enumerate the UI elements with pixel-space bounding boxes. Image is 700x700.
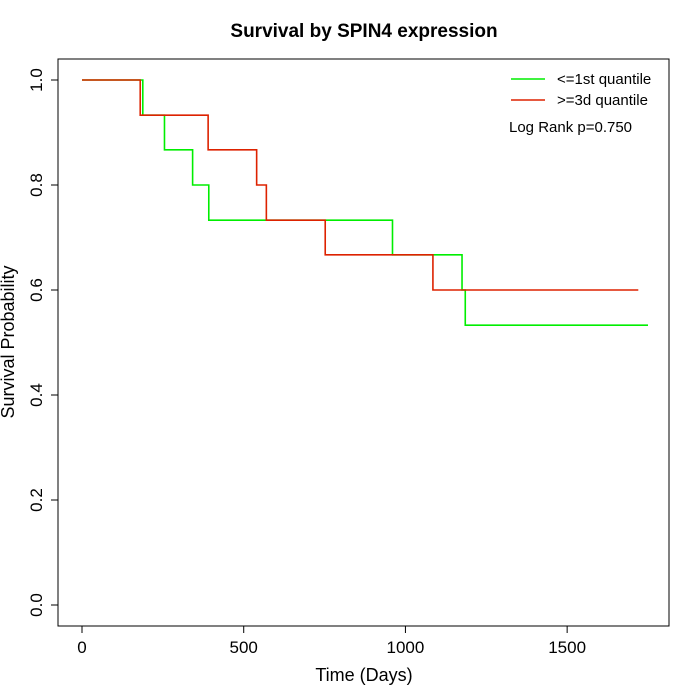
survival-curve-2	[82, 79, 639, 291]
y-tick-label: 0.2	[27, 488, 46, 512]
log-rank-annotation: Log Rank p=0.750	[509, 119, 632, 136]
y-tick-label: 0.6	[27, 278, 46, 302]
legend-label: >=3d quantile	[557, 92, 648, 109]
y-tick-label: 1.0	[27, 68, 46, 92]
chart-title: Survival by SPIN4 expression	[230, 21, 497, 42]
x-axis-label: Time (Days)	[315, 665, 412, 685]
plot-frame	[57, 58, 670, 627]
x-tick-label: 1000	[387, 638, 425, 657]
y-tick-label: 0.8	[27, 173, 46, 197]
y-tick-label: 0.0	[27, 593, 46, 617]
survival-curve-1	[82, 79, 648, 326]
y-tick-label: 0.4	[27, 383, 46, 407]
legend-label: <=1st quantile	[557, 71, 651, 88]
legend: <=1st quantile >=3d quantile	[511, 71, 651, 109]
x-tick-label: 0	[77, 638, 86, 657]
series-layer	[82, 79, 648, 326]
y-axis: 0.0 0.2 0.4 0.6 0.8 1.0	[27, 68, 59, 617]
x-tick-label: 1500	[548, 638, 586, 657]
y-axis-label: Survival Probability	[0, 265, 18, 418]
x-axis: 0 500 1000 1500	[77, 625, 586, 657]
x-tick-label: 500	[230, 638, 258, 657]
